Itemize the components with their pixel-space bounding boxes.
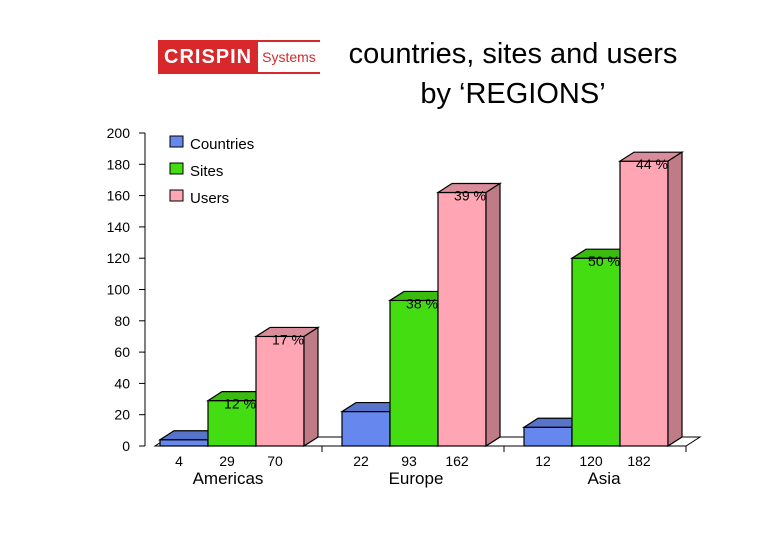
y-tick-label: 20 — [114, 407, 130, 423]
legend-swatch — [169, 189, 184, 202]
value-label: 93 — [401, 453, 417, 469]
bar-users-europe — [435, 182, 503, 448]
bar-users-asia — [617, 151, 685, 448]
value-label: 182 — [627, 453, 651, 469]
category-label: Europe — [389, 469, 444, 488]
category-label: Asia — [587, 469, 621, 488]
chart-title: countries, sites and users by ‘REGIONS’ — [348, 38, 678, 110]
pct-label: 12 % — [224, 396, 256, 412]
bars — [157, 151, 685, 448]
legend-label: Sites — [190, 163, 223, 180]
pct-label: 38 % — [406, 295, 438, 311]
value-label: 70 — [267, 453, 283, 469]
bar-users-americas — [253, 326, 321, 448]
legend-label: Users — [190, 190, 229, 207]
legend-label: Countries — [190, 136, 254, 153]
pct-label: 17 % — [272, 331, 304, 347]
y-tick-label: 100 — [107, 282, 131, 298]
y-tick-label: 60 — [114, 344, 130, 360]
y-tick-label: 80 — [114, 313, 130, 329]
pct-label: 39 % — [454, 187, 486, 203]
logo-main-text: CRISPIN — [158, 40, 259, 74]
value-label: 162 — [445, 453, 469, 469]
pct-label: 44 % — [636, 156, 668, 172]
value-label: 29 — [219, 453, 235, 469]
y-tick-label: 0 — [122, 438, 130, 454]
legend-swatch — [169, 162, 184, 175]
y-tick-label: 140 — [107, 219, 131, 235]
legend: Countries Sites Users — [169, 135, 254, 207]
value-label: 4 — [175, 453, 183, 469]
value-label: 12 — [535, 453, 551, 469]
value-label: 22 — [353, 453, 369, 469]
legend-swatch — [169, 135, 184, 148]
y-tick-label: 180 — [107, 156, 131, 172]
y-tick-label: 120 — [107, 250, 131, 266]
logo-sub-text: Systems — [258, 40, 320, 74]
pct-label: 50 % — [588, 253, 620, 269]
y-tick-label: 40 — [114, 375, 130, 391]
crispin-logo: CRISPIN Systems — [158, 40, 320, 74]
value-label: 120 — [579, 453, 603, 469]
y-tick-label: 200 — [107, 125, 131, 141]
y-tick-label: 160 — [107, 188, 131, 204]
category-label: Americas — [193, 469, 264, 488]
